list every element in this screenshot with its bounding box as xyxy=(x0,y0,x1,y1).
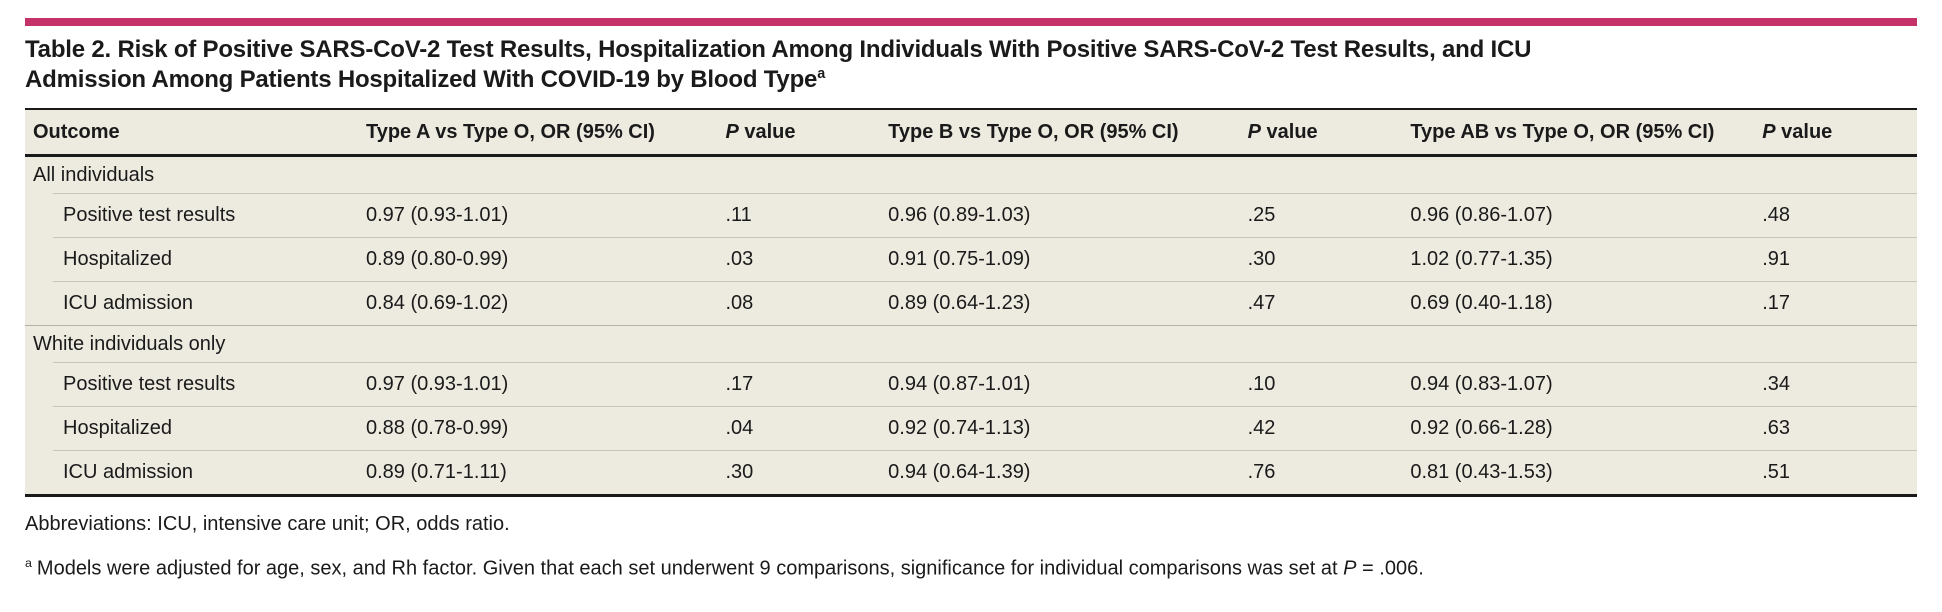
abbreviations-note: Abbreviations: ICU, intensive care unit;… xyxy=(25,513,510,535)
p-value-ab: .51 xyxy=(1754,450,1917,494)
col-header-type-ab: Type AB vs Type O, OR (95% CI) xyxy=(1402,110,1755,157)
col-header-type-a: Type A vs Type O, OR (95% CI) xyxy=(357,110,718,157)
p-value-ab: .34 xyxy=(1754,362,1917,406)
p-value-ab: .48 xyxy=(1754,193,1917,237)
col-header-type-b: Type B vs Type O, OR (95% CI) xyxy=(880,110,1240,157)
or-type-b: 0.92 (0.74-1.13) xyxy=(880,406,1240,450)
header-row: Outcome Type A vs Type O, OR (95% CI) P … xyxy=(25,110,1917,157)
section-header-all-individuals: All individuals xyxy=(33,164,155,186)
p-value-b: .42 xyxy=(1239,406,1403,450)
or-type-ab: 1.02 (0.77-1.35) xyxy=(1402,237,1755,281)
table-title-footnote-marker: a xyxy=(817,66,825,82)
page: Table 2. Risk of Positive SARS-CoV-2 Tes… xyxy=(0,18,1942,581)
p-value-a: .08 xyxy=(717,281,881,325)
or-type-b: 0.91 (0.75-1.09) xyxy=(880,237,1240,281)
or-type-b: 0.96 (0.89-1.03) xyxy=(880,193,1240,237)
outcome-label: Positive test results xyxy=(25,193,358,237)
or-type-b: 0.94 (0.87-1.01) xyxy=(880,362,1240,406)
outcome-label: ICU admission xyxy=(25,450,358,494)
table-row: Positive test results 0.97 (0.93-1.01) .… xyxy=(25,193,1917,237)
p-value-b: .76 xyxy=(1239,450,1403,494)
table-row: ICU admission 0.89 (0.71-1.11) .30 0.94 … xyxy=(25,450,1917,494)
or-type-a: 0.97 (0.93-1.01) xyxy=(357,193,718,237)
p-value-ab: .63 xyxy=(1754,406,1917,450)
table-body: All individuals Positive test results 0.… xyxy=(25,157,1917,494)
or-type-b: 0.94 (0.64-1.39) xyxy=(880,450,1240,494)
or-type-a: 0.88 (0.78-0.99) xyxy=(357,406,718,450)
or-type-ab: 0.81 (0.43-1.53) xyxy=(1402,450,1755,494)
accent-bar xyxy=(25,18,1917,26)
outcome-label: Positive test results xyxy=(25,362,358,406)
p-value-b: .10 xyxy=(1239,362,1403,406)
or-type-ab: 0.69 (0.40-1.18) xyxy=(1402,281,1755,325)
results-table: Outcome Type A vs Type O, OR (95% CI) P … xyxy=(25,108,1917,497)
col-header-outcome: Outcome xyxy=(25,110,358,157)
p-value-a: .03 xyxy=(717,237,881,281)
outcome-label: Hospitalized xyxy=(25,237,358,281)
section-header-white-individuals: White individuals only xyxy=(25,325,1917,362)
p-value-b: .47 xyxy=(1239,281,1403,325)
or-type-a: 0.97 (0.93-1.01) xyxy=(357,362,718,406)
p-value-ab: .91 xyxy=(1754,237,1917,281)
p-value-a: .11 xyxy=(717,193,881,237)
or-type-ab: 0.92 (0.66-1.28) xyxy=(1402,406,1755,450)
or-type-a: 0.89 (0.80-0.99) xyxy=(357,237,718,281)
table-header: Outcome Type A vs Type O, OR (95% CI) P … xyxy=(25,110,1917,157)
table-row: Hospitalized 0.88 (0.78-0.99) .04 0.92 (… xyxy=(25,406,1917,450)
or-type-a: 0.89 (0.71-1.11) xyxy=(357,450,718,494)
col-header-p-value-1: P value xyxy=(717,110,881,157)
or-type-ab: 0.96 (0.86-1.07) xyxy=(1402,193,1755,237)
table-row: ICU admission 0.84 (0.69-1.02) .08 0.89 … xyxy=(25,281,1917,325)
or-type-b: 0.89 (0.64-1.23) xyxy=(880,281,1240,325)
table-title: Table 2. Risk of Positive SARS-CoV-2 Tes… xyxy=(25,35,1645,95)
footnote-a: a Models were adjusted for age, sex, and … xyxy=(25,556,1424,580)
footnote-a-marker: a xyxy=(25,556,32,570)
table-row: Hospitalized 0.89 (0.80-0.99) .03 0.91 (… xyxy=(25,237,1917,281)
or-type-ab: 0.94 (0.83-1.07) xyxy=(1402,362,1755,406)
col-header-p-value-3: P value xyxy=(1754,110,1917,157)
outcome-label: ICU admission xyxy=(25,281,358,325)
p-value-a: .30 xyxy=(717,450,881,494)
p-value-b: .30 xyxy=(1239,237,1403,281)
outcome-label: Hospitalized xyxy=(25,406,358,450)
table-title-text: Table 2. Risk of Positive SARS-CoV-2 Tes… xyxy=(25,36,1532,93)
p-value-ab: .17 xyxy=(1754,281,1917,325)
p-value-b: .25 xyxy=(1239,193,1403,237)
table-row: Positive test results 0.97 (0.93-1.01) .… xyxy=(25,362,1917,406)
p-value-a: .17 xyxy=(717,362,881,406)
col-header-p-value-2: P value xyxy=(1239,110,1403,157)
p-value-a: .04 xyxy=(717,406,881,450)
or-type-a: 0.84 (0.69-1.02) xyxy=(357,281,718,325)
